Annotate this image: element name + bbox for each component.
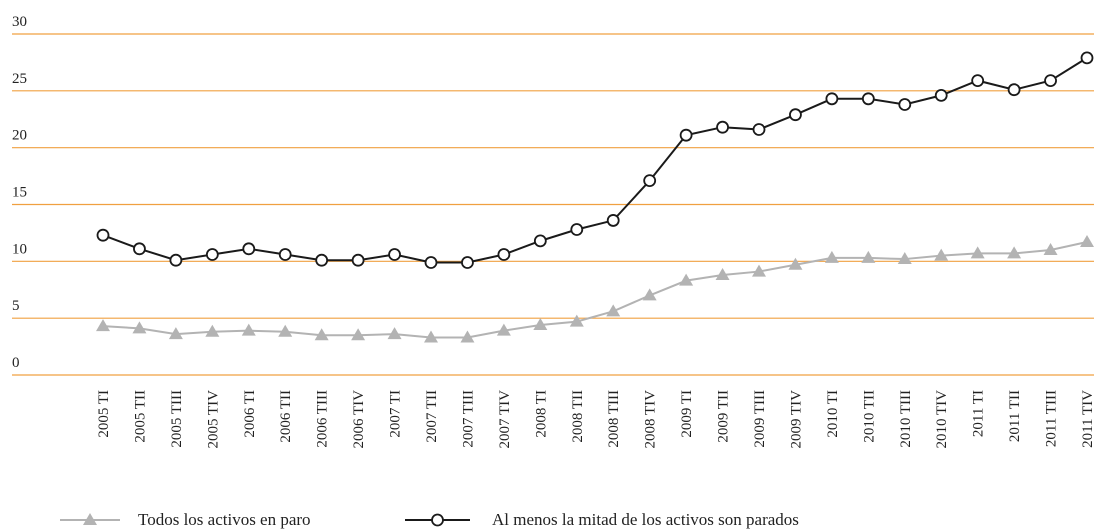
x-tick-label: 2007 TIII bbox=[460, 390, 476, 448]
x-tick-label: 2006 TIV bbox=[351, 390, 367, 449]
y-tick-label: 0 bbox=[12, 355, 20, 371]
x-tick-label: 2010 TIV bbox=[934, 390, 950, 449]
x-tick-label: 2008 TIII bbox=[606, 390, 622, 448]
point-marker bbox=[1007, 246, 1022, 259]
point-marker bbox=[168, 327, 183, 340]
x-tick-label: 2011 TI bbox=[971, 390, 987, 437]
legend-label: Al menos la mitad de los activos son par… bbox=[492, 510, 799, 529]
point-marker bbox=[533, 234, 547, 248]
point-marker bbox=[132, 321, 147, 334]
x-tick-label: 2011 TII bbox=[1007, 390, 1023, 442]
point-marker bbox=[388, 248, 401, 261]
point-marker bbox=[1080, 235, 1094, 248]
point-marker bbox=[242, 242, 256, 256]
legend-marker bbox=[83, 513, 97, 525]
x-tick-label: 2009 TIII bbox=[752, 390, 768, 448]
point-marker bbox=[205, 324, 220, 337]
point-marker bbox=[351, 328, 366, 341]
point-marker bbox=[496, 323, 511, 336]
point-marker bbox=[716, 120, 729, 134]
x-tick-label: 2007 TIV bbox=[497, 390, 513, 449]
point-marker bbox=[278, 324, 293, 337]
legend-marker bbox=[431, 513, 444, 527]
y-tick-label: 10 bbox=[12, 241, 27, 257]
x-tick-label: 2006 TII bbox=[278, 390, 294, 443]
y-tick-label: 25 bbox=[12, 71, 27, 87]
point-marker bbox=[569, 314, 584, 327]
y-tick-label: 30 bbox=[12, 14, 27, 30]
point-marker bbox=[1080, 51, 1094, 65]
point-marker bbox=[387, 327, 402, 340]
x-tick-label: 2005 TIV bbox=[205, 390, 221, 449]
x-tick-label: 2009 TIV bbox=[788, 390, 804, 449]
point-marker bbox=[497, 248, 511, 261]
x-tick-label: 2005 TIII bbox=[169, 390, 185, 448]
point-marker bbox=[898, 98, 912, 111]
point-marker bbox=[642, 288, 657, 301]
point-marker bbox=[897, 252, 912, 265]
point-marker bbox=[679, 273, 694, 286]
point-marker bbox=[424, 256, 438, 269]
point-marker bbox=[1007, 83, 1021, 97]
x-tick-label: 2011 TIV bbox=[1080, 390, 1094, 448]
x-tick-label: 2008 TI bbox=[533, 390, 549, 438]
x-tick-label: 2009 TII bbox=[716, 390, 732, 443]
legend-label: Todos los activos en paro bbox=[138, 510, 311, 529]
point-marker bbox=[861, 92, 875, 106]
point-marker bbox=[278, 248, 292, 261]
x-tick-label: 2005 TII bbox=[132, 390, 148, 443]
x-tick-label: 2005 TI bbox=[96, 390, 112, 438]
point-marker bbox=[1043, 242, 1058, 255]
point-marker bbox=[789, 108, 802, 122]
point-marker bbox=[679, 128, 693, 142]
point-marker bbox=[424, 330, 438, 343]
point-marker bbox=[971, 74, 985, 88]
point-marker bbox=[752, 123, 766, 136]
point-marker bbox=[788, 257, 803, 270]
point-marker bbox=[314, 328, 329, 341]
point-marker bbox=[241, 323, 256, 336]
point-marker bbox=[205, 248, 219, 261]
point-marker bbox=[460, 330, 475, 343]
point-marker bbox=[169, 253, 183, 267]
point-marker bbox=[351, 253, 365, 267]
x-tick-label: 2011 TIII bbox=[1044, 390, 1060, 447]
point-marker bbox=[570, 223, 584, 236]
y-tick-label: 15 bbox=[12, 185, 27, 201]
point-marker bbox=[1044, 74, 1057, 88]
x-tick-label: 2010 TI bbox=[825, 390, 841, 438]
x-tick-label: 2006 TI bbox=[242, 390, 258, 438]
series-line bbox=[102, 241, 1088, 339]
point-marker bbox=[752, 264, 766, 277]
point-marker bbox=[715, 267, 730, 280]
y-tick-label: 20 bbox=[12, 128, 27, 144]
point-marker bbox=[970, 246, 985, 259]
series-line bbox=[102, 57, 1088, 264]
point-marker bbox=[315, 253, 329, 267]
x-tick-label: 2010 TIII bbox=[898, 390, 914, 448]
point-marker bbox=[825, 92, 839, 106]
x-tick-label: 2009 TI bbox=[679, 390, 695, 438]
x-tick-label: 2007 TI bbox=[388, 390, 404, 438]
point-marker bbox=[861, 250, 876, 263]
x-tick-label: 2008 TII bbox=[570, 390, 586, 443]
point-marker bbox=[824, 250, 839, 263]
point-marker bbox=[643, 174, 657, 188]
point-marker bbox=[461, 256, 474, 269]
point-marker bbox=[533, 317, 548, 330]
point-marker bbox=[96, 319, 110, 332]
x-tick-label: 2007 TII bbox=[424, 390, 440, 443]
point-marker bbox=[96, 228, 110, 242]
point-marker bbox=[934, 248, 949, 261]
x-tick-label: 2008 TIV bbox=[643, 390, 659, 449]
point-marker bbox=[133, 242, 146, 256]
x-tick-label: 2010 TII bbox=[861, 390, 877, 443]
point-marker bbox=[606, 304, 621, 317]
point-marker bbox=[934, 88, 948, 102]
x-tick-label: 2006 TIII bbox=[315, 390, 331, 448]
y-tick-label: 5 bbox=[12, 298, 20, 314]
point-marker bbox=[606, 214, 620, 227]
